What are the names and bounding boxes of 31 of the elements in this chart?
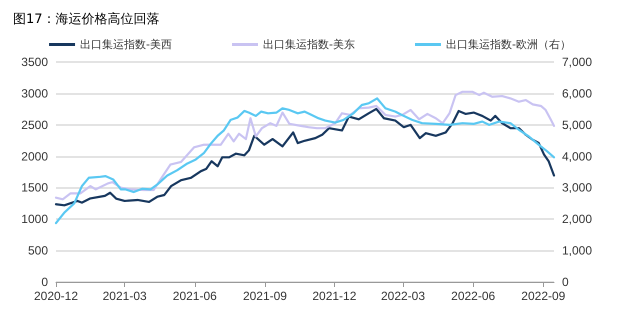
- y2-tick-label: 0: [562, 275, 569, 289]
- y-tick-label: 2500: [21, 118, 48, 132]
- y2-tick-label: 6,000: [562, 86, 592, 100]
- x-tick-label: 2021-03: [102, 289, 147, 303]
- y2-tick-label: 4,000: [562, 149, 592, 164]
- line-series: [54, 97, 556, 224]
- y-tick-label: 500: [28, 244, 48, 258]
- y2-tick-label: 1,000: [562, 244, 592, 258]
- x-tick-label: 2022-06: [451, 289, 496, 303]
- y2-tick-label: 3,000: [562, 180, 592, 195]
- x-tick-label: 2021-09: [242, 289, 288, 303]
- y-tick-label: 0: [41, 275, 48, 289]
- legend-label: 出口集运指数-欧洲（右）: [446, 38, 571, 51]
- line-series: [54, 108, 556, 206]
- x-tick-label: 2021-12: [312, 289, 357, 303]
- x-tick-label: 2020-12: [34, 289, 78, 303]
- legend-label: 出口集运指数-美西: [80, 38, 172, 51]
- y-tick-label: 3000: [21, 86, 48, 100]
- y2-tick-label: 2,000: [562, 212, 592, 226]
- legend-label: 出口集运指数-美东: [263, 38, 355, 51]
- y-tick-label: 1000: [21, 212, 48, 226]
- chart-title: 图17：海运价格高位回落: [13, 11, 160, 27]
- x-tick-label: 2022-03: [380, 289, 426, 303]
- y2-tick-label: 7,000: [562, 55, 592, 69]
- y-tick-label: 1500: [21, 180, 48, 195]
- x-tick-label: 2022-09: [521, 289, 566, 303]
- x-tick-label: 2021-06: [172, 289, 218, 303]
- line-series: [54, 90, 556, 200]
- y-tick-label: 2000: [21, 149, 48, 164]
- y-tick-label: 3500: [21, 55, 48, 69]
- y2-tick-label: 5,000: [562, 118, 592, 132]
